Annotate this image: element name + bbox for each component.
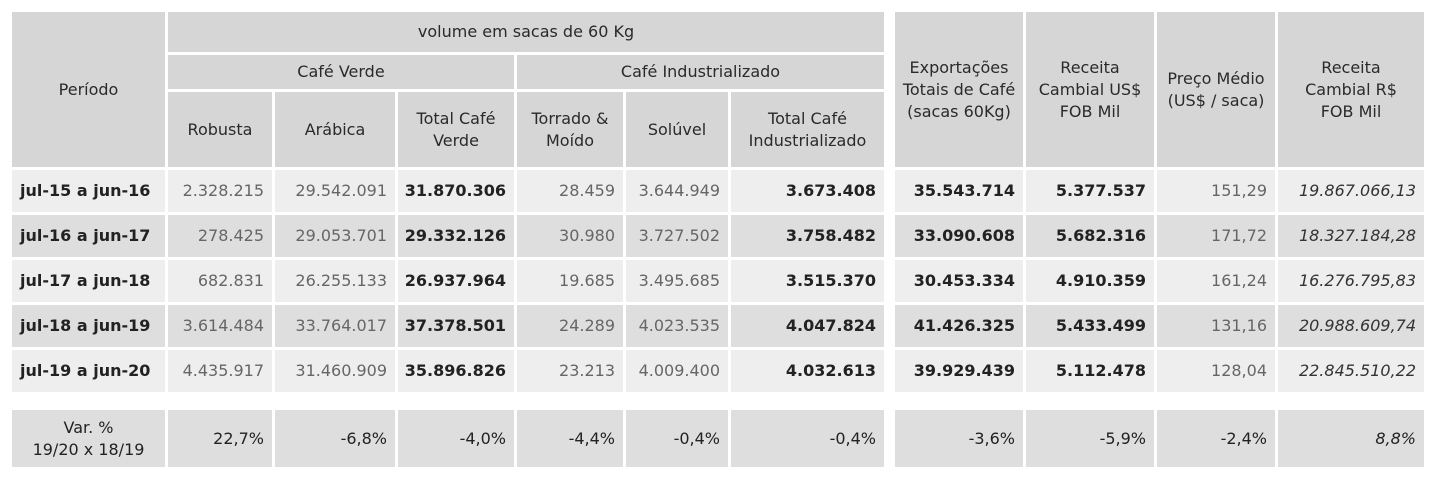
cell-exportacoes: 41.426.325 <box>895 305 1023 347</box>
variation-soluvel: -0,4% <box>626 410 728 467</box>
cell-receita-usd: 5.682.316 <box>1026 215 1154 257</box>
header-exportacoes: Exportações Totais de Café (sacas 60Kg) <box>895 12 1023 167</box>
cell-receita-usd: 5.433.499 <box>1026 305 1154 347</box>
row-label: jul-16 a jun-17 <box>12 215 165 257</box>
cell-torrado: 24.289 <box>517 305 623 347</box>
row-label: jul-15 a jun-16 <box>12 170 165 212</box>
cell-robusta: 278.425 <box>168 215 272 257</box>
header-total-industrializado: Total Café Industrializado <box>731 92 884 167</box>
header-preco-medio: Preço Médio (US$ / saca) <box>1157 12 1275 167</box>
cell-torrado: 23.213 <box>517 350 623 392</box>
cell-total-industrializado: 3.758.482 <box>731 215 884 257</box>
cell-preco-medio: 128,04 <box>1157 350 1275 392</box>
cell-preco-medio: 131,16 <box>1157 305 1275 347</box>
variation-total-industrializado: -0,4% <box>731 410 884 467</box>
cell-arabica: 29.542.091 <box>275 170 395 212</box>
cell-exportacoes: 30.453.334 <box>895 260 1023 302</box>
row-label: jul-19 a jun-20 <box>12 350 165 392</box>
cell-receita-brl: 19.867.066,13 <box>1278 170 1424 212</box>
cell-soluvel: 3.727.502 <box>626 215 728 257</box>
cell-exportacoes: 35.543.714 <box>895 170 1023 212</box>
cell-total-industrializado: 4.047.824 <box>731 305 884 347</box>
cell-robusta: 4.435.917 <box>168 350 272 392</box>
row-label: jul-18 a jun-19 <box>12 305 165 347</box>
cell-total-verde: 31.870.306 <box>398 170 514 212</box>
header-robusta: Robusta <box>168 92 272 167</box>
cell-preco-medio: 161,24 <box>1157 260 1275 302</box>
cell-total-verde: 26.937.964 <box>398 260 514 302</box>
cell-receita-brl: 16.276.795,83 <box>1278 260 1424 302</box>
cell-receita-brl: 18.327.184,28 <box>1278 215 1424 257</box>
cell-arabica: 31.460.909 <box>275 350 395 392</box>
cell-arabica: 29.053.701 <box>275 215 395 257</box>
variation-preco-medio: -2,4% <box>1157 410 1275 467</box>
variation-exportacoes: -3,6% <box>895 410 1023 467</box>
cell-soluvel: 3.495.685 <box>626 260 728 302</box>
variation-receita-brl: 8,8% <box>1278 410 1424 467</box>
cell-soluvel: 3.644.949 <box>626 170 728 212</box>
cell-robusta: 2.328.215 <box>168 170 272 212</box>
cell-receita-brl: 20.988.609,74 <box>1278 305 1424 347</box>
cell-torrado: 19.685 <box>517 260 623 302</box>
variation-total-verde: -4,0% <box>398 410 514 467</box>
cell-preco-medio: 151,29 <box>1157 170 1275 212</box>
cell-total-industrializado: 3.673.408 <box>731 170 884 212</box>
cell-torrado: 30.980 <box>517 215 623 257</box>
variation-label-line1: Var. % <box>63 417 114 437</box>
cell-preco-medio: 171,72 <box>1157 215 1275 257</box>
cell-total-verde: 37.378.501 <box>398 305 514 347</box>
cell-torrado: 28.459 <box>517 170 623 212</box>
variation-arabica: -6,8% <box>275 410 395 467</box>
header-total-verde: Total Café Verde <box>398 92 514 167</box>
cell-receita-usd: 5.377.537 <box>1026 170 1154 212</box>
variation-receita-usd: -5,9% <box>1026 410 1154 467</box>
cell-total-industrializado: 4.032.613 <box>731 350 884 392</box>
cell-robusta: 682.831 <box>168 260 272 302</box>
row-label: jul-17 a jun-18 <box>12 260 165 302</box>
variation-torrado: -4,4% <box>517 410 623 467</box>
cell-total-verde: 29.332.126 <box>398 215 514 257</box>
variation-label-line2: 19/20 x 18/19 <box>32 439 145 459</box>
header-cafe-verde: Café Verde <box>168 55 514 89</box>
cell-arabica: 26.255.133 <box>275 260 395 302</box>
header-cafe-industrializado: Café Industrializado <box>517 55 884 89</box>
header-receita-usd: Receita Cambial US$ FOB Mil <box>1026 12 1154 167</box>
header-arabica: Arábica <box>275 92 395 167</box>
header-volume-group: volume em sacas de 60 Kg <box>168 12 884 52</box>
variation-robusta: 22,7% <box>168 410 272 467</box>
cell-receita-usd: 4.910.359 <box>1026 260 1154 302</box>
cell-soluvel: 4.023.535 <box>626 305 728 347</box>
header-soluvel: Solúvel <box>626 92 728 167</box>
cell-total-verde: 35.896.826 <box>398 350 514 392</box>
cell-total-industrializado: 3.515.370 <box>731 260 884 302</box>
cell-exportacoes: 33.090.608 <box>895 215 1023 257</box>
cell-receita-usd: 5.112.478 <box>1026 350 1154 392</box>
variation-label: Var. % 19/20 x 18/19 <box>12 410 165 467</box>
header-receita-brl: Receita Cambial R$ FOB Mil <box>1278 12 1424 167</box>
cell-arabica: 33.764.017 <box>275 305 395 347</box>
cell-exportacoes: 39.929.439 <box>895 350 1023 392</box>
cell-receita-brl: 22.845.510,22 <box>1278 350 1424 392</box>
cell-soluvel: 4.009.400 <box>626 350 728 392</box>
cell-robusta: 3.614.484 <box>168 305 272 347</box>
header-torrado: Torrado & Moído <box>517 92 623 167</box>
header-periodo: Período <box>12 12 165 167</box>
